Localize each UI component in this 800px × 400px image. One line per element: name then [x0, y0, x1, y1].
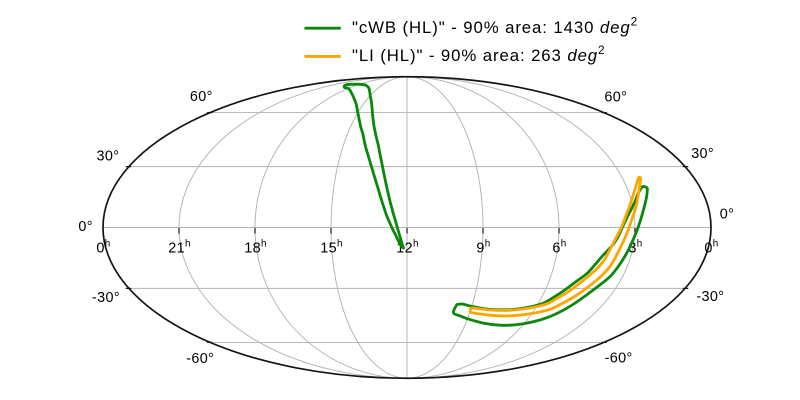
- svg-text:60°: 60°: [604, 89, 627, 105]
- svg-text:30°: 30°: [96, 149, 119, 165]
- svg-text:60°: 60°: [190, 89, 213, 105]
- svg-text:15h: 15h: [320, 239, 343, 257]
- svg-text:"cWB (HL)" - 90% area: 1430 de: "cWB (HL)" - 90% area: 1430 deg2: [352, 15, 638, 37]
- svg-text:30°: 30°: [691, 146, 714, 162]
- svg-text:-60°: -60°: [605, 351, 633, 367]
- svg-text:0°: 0°: [78, 219, 92, 235]
- svg-text:-30°: -30°: [696, 289, 724, 305]
- svg-text:18h: 18h: [244, 239, 267, 257]
- svg-text:21h: 21h: [168, 239, 191, 257]
- svg-text:-30°: -30°: [92, 290, 120, 306]
- svg-text:0°: 0°: [720, 206, 734, 222]
- svg-text:"LI (HL)" - 90% area: 263 deg2: "LI (HL)" - 90% area: 263 deg2: [352, 43, 606, 65]
- svg-text:-60°: -60°: [186, 351, 214, 367]
